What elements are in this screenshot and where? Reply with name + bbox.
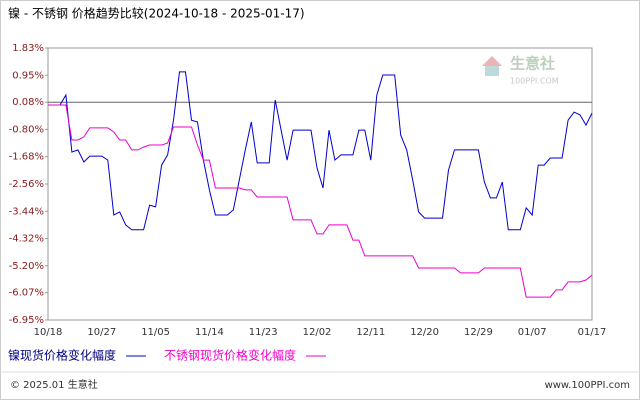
y-tick-label: -6.95% [9,315,44,326]
x-tick-label: 11/23 [249,327,278,338]
series-line [48,71,593,231]
x-tick-label: 12/02 [303,327,332,338]
legend-label: 镍现货价格变化幅度 [8,348,116,363]
y-tick-label: -6.07% [9,288,44,299]
chart-title: 镍 - 不锈钢 价格趋势比较(2024-10-18 - 2025-01-17) [8,6,305,21]
y-tick-label: -3.44% [9,206,44,217]
y-tick-label: 0.95% [12,70,44,81]
y-tick-label: -4.32% [9,234,44,245]
watermark-sub: 100PPI.COM [510,77,559,86]
y-tick-label: -5.20% [9,261,44,272]
x-tick-label: 11/14 [195,327,224,338]
x-tick-label: 12/20 [410,327,439,338]
series-line [48,104,593,298]
footer-left: © 2025.01 生意社 [10,378,98,391]
x-tick-label: 11/05 [141,327,170,338]
x-tick-label: 10/18 [34,327,63,338]
y-tick-label: -1.68% [9,152,44,163]
watermark: 生意社 100PPI.COM [482,55,559,86]
logo [485,66,499,76]
x-tick-label: 10/27 [87,327,116,338]
x-tick-label: 12/29 [464,327,493,338]
y-tick-label: -2.56% [9,179,44,190]
watermark-text: 生意社 [510,55,555,73]
x-tick-label: 01/07 [518,327,547,338]
y-tick-label: 0.08% [12,97,44,108]
x-tick-label: 01/17 [578,327,607,338]
footer-right: www.100PPI.com [545,380,630,391]
plot-area [47,47,593,321]
legend-label: 不锈钢现货价格变化幅度 [164,348,296,363]
logo [482,56,502,66]
x-tick-label: 12/11 [356,327,385,338]
y-tick-label: -0.80% [9,124,44,135]
y-tick-label: 1.83% [12,43,44,54]
